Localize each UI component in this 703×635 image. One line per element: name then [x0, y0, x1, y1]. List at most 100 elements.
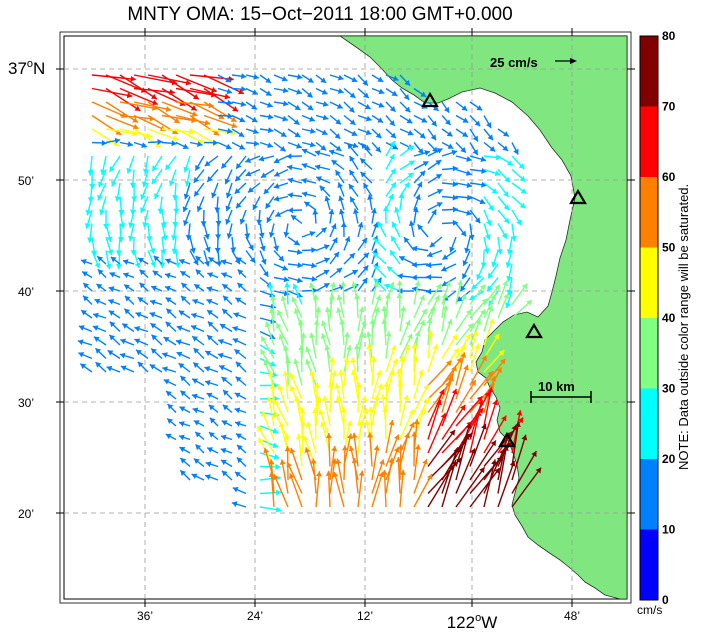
current-vector	[511, 434, 527, 481]
current-vector-head	[261, 336, 267, 343]
current-vector	[469, 456, 503, 494]
current-vector-head	[311, 247, 317, 254]
current-vector-head	[348, 183, 355, 190]
current-vector-head	[337, 88, 344, 94]
current-vector	[469, 423, 487, 467]
current-vector-head	[407, 145, 414, 152]
current-vector-head	[516, 410, 523, 416]
current-vector-head	[388, 457, 395, 464]
current-vector	[203, 114, 238, 128]
current-vector-head	[307, 104, 314, 111]
current-vector-head	[417, 148, 424, 154]
current-vector-head	[321, 89, 328, 95]
current-vector-head	[276, 323, 282, 329]
current-vector-head	[274, 411, 280, 418]
current-vector	[441, 365, 457, 400]
current-vector-head	[97, 269, 104, 276]
current-vector-head	[280, 131, 287, 137]
current-vector-head	[495, 154, 501, 161]
current-vector	[385, 369, 395, 400]
current-vector-head	[215, 234, 222, 240]
current-vector-head	[277, 384, 283, 391]
current-vector-head	[487, 386, 494, 393]
current-vector	[455, 364, 469, 400]
current-vector-head	[261, 411, 267, 417]
current-vector	[399, 469, 404, 508]
current-vector-head	[336, 103, 343, 109]
current-vector-head	[208, 432, 215, 438]
current-vector-head	[413, 419, 420, 425]
current-vector-head	[487, 305, 494, 312]
current-vector	[455, 434, 469, 481]
current-vector-head	[506, 249, 513, 255]
current-vector-head	[151, 99, 158, 106]
current-vector-head	[365, 129, 372, 136]
current-vector-head	[293, 308, 300, 314]
current-vector-head	[328, 149, 335, 156]
current-vector-head	[404, 432, 411, 439]
current-vector-head	[172, 195, 179, 201]
current-vector	[369, 432, 373, 467]
current-vector-head	[324, 257, 330, 264]
current-vector-head	[406, 118, 413, 124]
current-vector-head	[352, 208, 359, 215]
current-vector-head	[375, 132, 382, 139]
current-vector-head	[195, 444, 202, 451]
current-vector-head	[284, 446, 291, 452]
current-vector-head	[115, 129, 122, 135]
current-vector-head	[506, 275, 513, 282]
current-vector-head	[306, 91, 313, 98]
current-vector-head	[487, 371, 493, 377]
scale-bar: 10 km	[530, 379, 592, 403]
current-vector-head	[441, 266, 447, 272]
current-vector-head	[285, 357, 292, 364]
current-vector-head	[396, 280, 403, 286]
current-vector-head	[362, 277, 368, 284]
current-vector-head	[136, 349, 142, 356]
current-vector-head	[309, 141, 316, 148]
current-vector-head	[284, 282, 291, 288]
current-vector-head	[140, 193, 146, 200]
lon-label: 12’	[357, 609, 373, 623]
current-vector-head	[499, 358, 506, 365]
current-vector-head	[252, 128, 259, 135]
current-vector-head	[319, 185, 326, 192]
colorbar-segment	[640, 459, 658, 530]
current-vector-head	[375, 146, 381, 153]
current-vector	[441, 388, 458, 427]
current-vector	[301, 420, 305, 454]
current-vector-head	[389, 154, 395, 161]
current-vector-head	[338, 195, 345, 202]
current-vector-head	[419, 294, 425, 301]
current-vector-head	[142, 221, 149, 228]
current-vector-head	[225, 76, 232, 83]
current-vector-head	[474, 343, 481, 350]
lat-label: 20’	[18, 507, 34, 521]
current-vector-head	[120, 365, 127, 371]
colorbar-segment	[640, 388, 658, 459]
current-vector-head	[325, 470, 332, 476]
current-vector-head	[338, 369, 345, 376]
current-vector-head	[352, 142, 359, 149]
current-vector-head	[346, 345, 352, 351]
current-vector-head	[167, 403, 174, 410]
current-vector-head	[225, 192, 232, 199]
current-vector-head	[496, 367, 502, 374]
current-vector-head	[349, 169, 355, 176]
current-vector-head	[278, 421, 285, 428]
current-vector-head	[329, 281, 336, 288]
current-vector	[455, 466, 486, 508]
current-vector-head	[439, 389, 445, 396]
current-vector	[399, 394, 409, 427]
current-vector-head	[330, 223, 337, 230]
current-vector	[315, 395, 321, 427]
current-vector	[327, 470, 331, 508]
current-vector-head	[409, 422, 415, 428]
current-vector-head	[404, 182, 410, 189]
current-vector-head	[329, 357, 336, 363]
current-vector-head	[282, 115, 288, 122]
current-vector-head	[344, 236, 351, 243]
current-vector-head	[236, 162, 242, 169]
current-vector-head	[513, 148, 519, 155]
current-vector	[175, 87, 217, 97]
